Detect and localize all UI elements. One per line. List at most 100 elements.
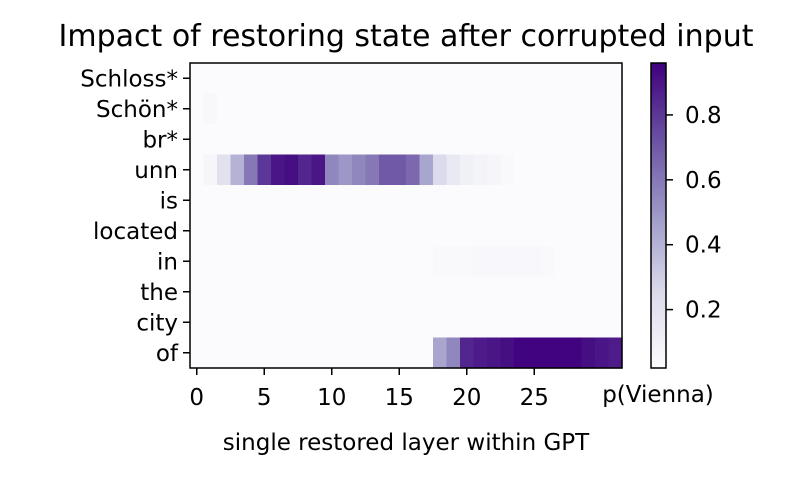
heatmap-cell [581,276,596,308]
heatmap-cell [527,215,542,247]
heatmap-cell [230,93,245,125]
heatmap-cell [203,307,218,339]
heatmap-cell [257,93,272,125]
heatmap-cell [244,93,259,125]
heatmap-cell [325,154,340,186]
heatmap-cell [311,246,326,278]
heatmap-cell [352,63,367,95]
heatmap-cell [460,276,475,308]
heatmap-cell [487,124,502,156]
colorbar: 0.2 0.4 0.6 0.8 p(Vienna) [602,62,722,408]
heatmap-cell [446,154,461,186]
heatmap-cell [419,307,434,339]
heatmap-cell [541,215,556,247]
heatmap-cell [500,246,515,278]
heatmap-cell [500,63,515,95]
heatmap-cell [514,276,529,308]
heatmap-cell [365,154,380,186]
heatmap-cell [338,276,353,308]
heatmap-cell [244,215,259,247]
heatmap-cell [541,63,556,95]
heatmap-cell [500,215,515,247]
heatmap-cell [352,93,367,125]
heatmap-cell [433,63,448,95]
y-tick-label: located [93,219,178,245]
heatmap-cell [433,246,448,278]
heatmap-cell [190,154,205,186]
heatmap-cell [271,63,286,95]
heatmap-cell [554,215,569,247]
heatmap-cell [298,307,313,339]
heatmap-cells [190,63,623,369]
heatmap-cell [419,276,434,308]
heatmap-cell [284,276,299,308]
heatmap-cell [487,154,502,186]
heatmap-cell [487,215,502,247]
heatmap-cell [257,337,272,369]
heatmap-cell [406,154,421,186]
heatmap-cell [325,185,340,217]
y-tick-label: the [140,280,178,306]
heatmap-cell [433,124,448,156]
heatmap-cell [446,124,461,156]
heatmap-cell [217,185,232,217]
heatmap-cell [514,246,529,278]
heatmap-cell [311,124,326,156]
heatmap-cell [554,337,569,369]
heatmap-cell [271,154,286,186]
heatmap-cell [230,63,245,95]
heatmap-cell [271,246,286,278]
heatmap-cell [514,154,529,186]
heatmap-cell [352,185,367,217]
y-axis: Schloss* Schön* br* unn is located in the city of [80,66,190,367]
heatmap-cell [487,246,502,278]
heatmap-cell [392,63,407,95]
heatmap-cell [406,276,421,308]
heatmap-cell [203,276,218,308]
heatmap-cell [446,215,461,247]
heatmap-cell [460,246,475,278]
heatmap-cell [419,93,434,125]
heatmap-cell [284,63,299,95]
heatmap-cell [568,307,583,339]
heatmap-cell [419,185,434,217]
heatmap-cell [554,63,569,95]
heatmap-cell [608,337,623,369]
heatmap-cell [527,337,542,369]
heatmap-cell [338,307,353,339]
heatmap-cell [527,63,542,95]
heatmap-cell [433,276,448,308]
heatmap-cell [379,276,394,308]
heatmap-cell [568,185,583,217]
heatmap-cell [338,185,353,217]
heatmap-cell [365,93,380,125]
heatmap-cell [311,154,326,186]
heatmap-cell [568,93,583,125]
heatmap-cell [379,63,394,95]
heatmap-cell [352,124,367,156]
colorbar-tick-label: 0.2 [685,298,722,324]
heatmap-cell [379,307,394,339]
heatmap-cell [271,124,286,156]
plot-frame [189,62,623,369]
heatmap-cell [541,154,556,186]
heatmap-cell [460,185,475,217]
heatmap-cell [352,337,367,369]
heatmap-cell [554,307,569,339]
heatmap-cell [311,307,326,339]
heatmap-cell [392,154,407,186]
heatmap-cell [419,215,434,247]
heatmap-cell [365,246,380,278]
heatmap-cell [568,246,583,278]
x-axis-label: single restored layer within GPT [223,430,590,456]
heatmap-cell [190,276,205,308]
heatmap-cell [230,307,245,339]
heatmap-cell [406,124,421,156]
heatmap-cell [365,215,380,247]
heatmap-cell [379,337,394,369]
heatmap-cell [244,185,259,217]
heatmap-cell [298,154,313,186]
heatmap-cell [244,124,259,156]
heatmap-cell [568,63,583,95]
